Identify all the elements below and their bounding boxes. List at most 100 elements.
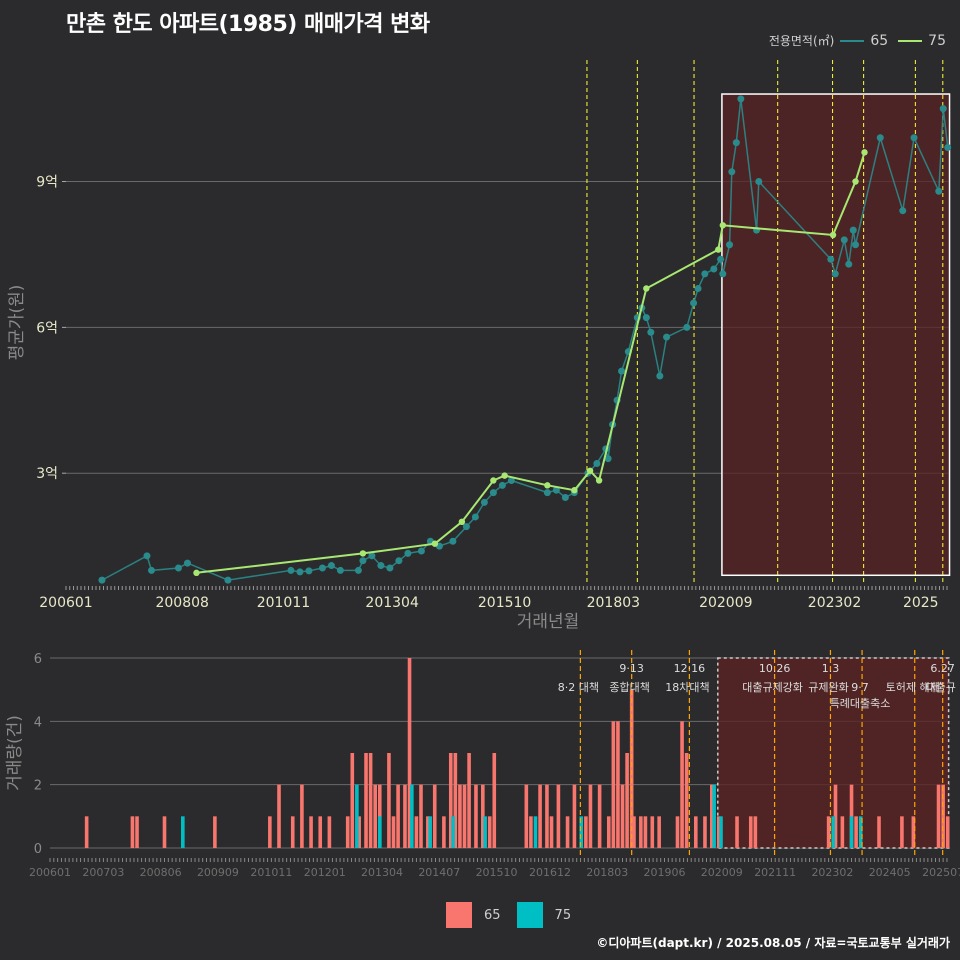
bar-65: [474, 784, 478, 848]
bar-65: [481, 784, 485, 848]
bar-x-tick-label: 201803: [586, 866, 628, 879]
series-75-point: [643, 285, 650, 292]
series-65-point: [663, 333, 671, 341]
bar-x-tick-label: 202507: [922, 866, 960, 879]
series-65-point: [359, 557, 367, 565]
bar-65: [588, 784, 593, 848]
bar-65: [300, 784, 304, 848]
series-75-point: [458, 518, 466, 526]
series-65-point: [849, 226, 857, 234]
bar-65: [565, 816, 570, 848]
y-tick-label: 3억: [36, 466, 58, 482]
bar-65: [391, 816, 396, 848]
series-65-point: [719, 270, 727, 278]
series-75-point: [431, 540, 439, 547]
bar-x-tick-label: 200601: [29, 866, 71, 879]
bar-x-tick-label: 200806: [140, 866, 182, 879]
bar-65: [350, 753, 355, 848]
bar-65: [632, 816, 636, 848]
bar-65: [684, 753, 689, 848]
bar-65: [407, 658, 412, 848]
series-75-point: [861, 149, 868, 156]
bar-x-tick-label: 201906: [644, 866, 686, 879]
bar-x-tick-label: 202405: [869, 866, 911, 879]
series-65-point: [726, 241, 734, 249]
bar-65: [373, 784, 377, 848]
y-tick-label: 6억: [36, 320, 58, 336]
bar-x-tick-label: 202302: [811, 866, 853, 879]
bar-75: [428, 816, 432, 848]
bar-75: [410, 784, 414, 848]
bar-65: [877, 816, 881, 848]
bar-65: [458, 784, 462, 848]
bar-75: [719, 816, 723, 848]
series-65-point: [852, 241, 860, 249]
series-65-point: [368, 552, 376, 560]
series-65-point: [336, 566, 344, 574]
bar-65: [396, 784, 400, 848]
series-65-point: [732, 139, 740, 147]
bar-65: [529, 816, 533, 848]
bar-65: [277, 784, 281, 848]
series-75-line: [196, 152, 866, 574]
policy-label-top: 10.26: [759, 662, 791, 675]
series-65-point: [377, 562, 385, 570]
series-75-point: [544, 482, 551, 489]
bar-x-tick-label: 202009: [701, 866, 743, 879]
bar-x-tick-label: 200909: [197, 866, 239, 879]
series-75-point: [359, 550, 367, 557]
bar-65: [716, 816, 721, 848]
series-75-point: [586, 467, 594, 474]
bar-75: [181, 816, 185, 848]
source-footer: ©디아파트(dapt.kr) / 2025.08.05 / 자료=국토교통부 실…: [596, 936, 950, 950]
y-tick-label: 9억: [36, 175, 58, 191]
series-65-point: [845, 260, 853, 268]
x-tick-label: 200601: [39, 595, 92, 611]
bar-65: [616, 721, 620, 848]
bar-65: [556, 784, 561, 848]
policy-label-bottom: 대출규제강화: [742, 681, 803, 694]
series-65-point: [498, 481, 506, 489]
bar-65: [368, 753, 373, 848]
bar-65: [945, 816, 950, 848]
series-65-point: [694, 284, 702, 292]
bar-y-tick-label: 2: [34, 779, 42, 794]
bar-65: [309, 816, 313, 848]
series-65-point: [327, 562, 335, 570]
series-65-point: [604, 455, 612, 463]
policy-label-bottom: 특례대출축소: [830, 697, 891, 710]
bar-65: [941, 784, 945, 848]
series-65-point: [827, 255, 835, 263]
x-tick-label: 201304: [365, 595, 419, 611]
bar-65: [900, 816, 904, 848]
series-65-point: [935, 187, 943, 195]
bar-75: [355, 784, 359, 848]
bar-65: [442, 816, 446, 848]
bar-65: [680, 721, 684, 848]
series-65-point: [899, 207, 907, 215]
series-65-point: [224, 576, 232, 584]
bar-65: [650, 816, 655, 848]
policy-label-top: 1.3: [822, 662, 840, 675]
bar-75: [858, 816, 863, 848]
bar-65: [710, 784, 714, 848]
series-65-point: [480, 498, 488, 506]
x-tick-label: 202009: [699, 595, 752, 611]
price-line-chart: 3억 6억 9억 200601 200808 201011 201304 201510 2018…: [7, 60, 952, 632]
volume-bar-chart: 0 2 4 6 8·2 대책 9·13 종합대책 12·16 18차대책 10.26 대출규제강화 1…: [5, 650, 960, 879]
series-65-point: [728, 168, 736, 176]
bar-65: [448, 753, 453, 848]
bar-65: [135, 816, 139, 848]
bar-65: [597, 784, 602, 848]
policy-label-bottom: 8·2 대책: [558, 681, 599, 694]
series-65-point: [318, 564, 326, 572]
series-75-point: [490, 477, 497, 484]
bar-75: [451, 816, 455, 848]
series-65-point: [417, 547, 425, 555]
series-65-point: [683, 323, 691, 331]
bar-65: [364, 753, 368, 848]
bar-y-axis-title: 거래량(건): [5, 715, 25, 791]
bar-65: [492, 753, 497, 848]
legend-label-65: 65: [870, 32, 889, 49]
bar-65: [549, 816, 554, 848]
